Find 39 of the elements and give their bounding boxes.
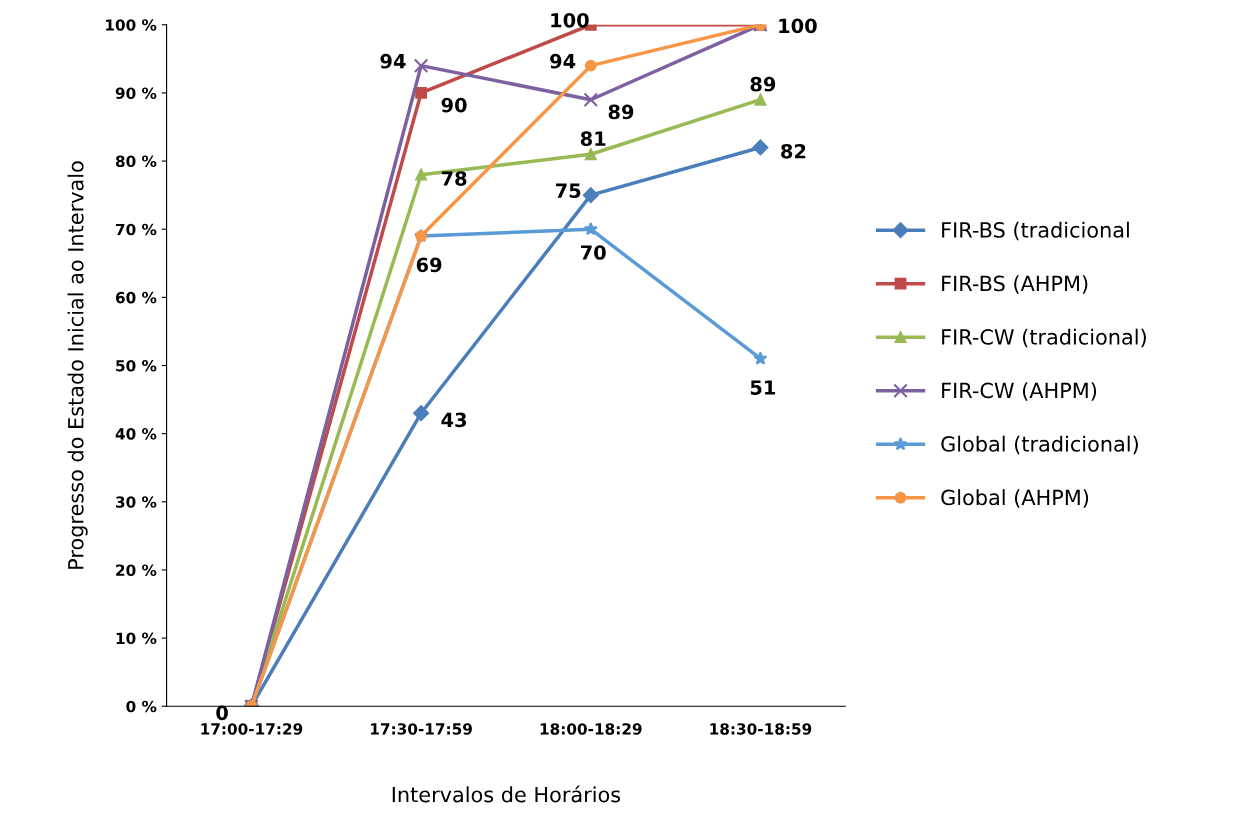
y-tick-label: 30 % [116, 496, 157, 508]
legend-label: FIR-BS (AHPM) [942, 275, 1088, 294]
data-label: 69 [416, 257, 442, 273]
data-label: 70 [580, 245, 606, 260]
x-tick-label: 18:00-18:29 [540, 723, 642, 735]
data-label: 89 [750, 76, 776, 92]
data-label: 90 [441, 97, 467, 113]
y-tick-label: 10 % [116, 632, 157, 645]
data-label: 89 [608, 104, 634, 120]
y-tick-label: 20 % [116, 564, 157, 576]
legend-label: Global (tradicional) [941, 435, 1138, 455]
data-label: 75 [555, 183, 581, 199]
legend-label: FIR-CW (AHPM) [942, 382, 1097, 401]
y-tick-label: 40 % [115, 428, 157, 440]
y-tick-label: 60 % [115, 291, 157, 304]
x-tick-label: 17:00-17:29 [201, 723, 303, 735]
legend-label: FIR-CW (tradicional) [942, 328, 1146, 348]
x-axis-title: Intervalos de Horários [392, 785, 621, 803]
data-label: 100 [779, 18, 817, 34]
data-label: 94 [550, 53, 576, 69]
y-tick-label: 100 % [106, 19, 157, 31]
data-label: 82 [781, 143, 806, 159]
data-label: 51 [750, 380, 776, 395]
y-tick-label: 50 % [116, 359, 157, 372]
y-tick-label: 70 % [116, 223, 157, 236]
data-label: 81 [580, 131, 606, 147]
legend-label: Global (AHPM) [941, 489, 1089, 508]
data-label: 94 [380, 53, 406, 69]
legend-label: FIR-BS (tradicional [942, 221, 1129, 241]
x-tick-label: 18:30-18:59 [710, 723, 812, 735]
y-axis-title: Progresso do Estado Inicial ao Intervalo [67, 161, 88, 569]
y-tick-label: 80 % [115, 155, 157, 168]
data-label: 43 [441, 412, 467, 428]
data-label: 78 [441, 171, 467, 186]
y-tick-label: 90 % [115, 87, 157, 99]
y-tick-label: 0 % [126, 700, 157, 713]
data-label: 100 [551, 12, 589, 28]
x-tick-label: 17:30-17:59 [371, 723, 472, 735]
data-label: 0 [216, 705, 228, 721]
